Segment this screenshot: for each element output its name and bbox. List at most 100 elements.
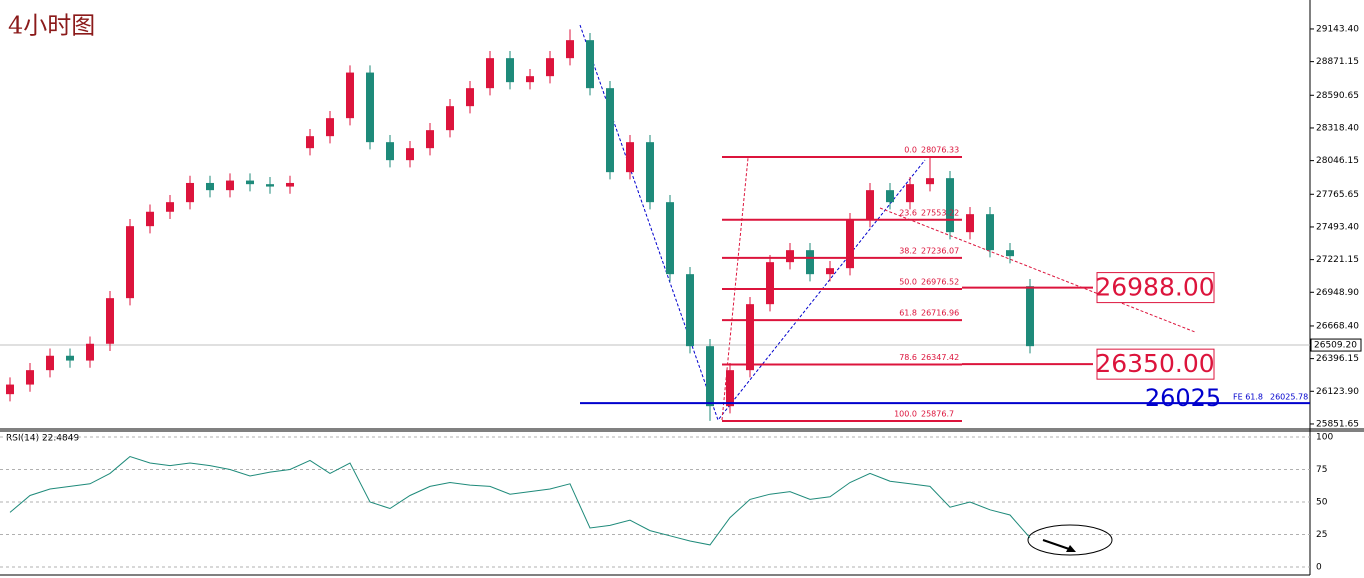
y-tick-label: 28318.40	[1316, 123, 1359, 133]
y-tick-label: 26668.40	[1316, 321, 1359, 331]
fib-price: 26716.96	[921, 309, 959, 318]
candle-body	[386, 142, 394, 161]
y-tick-label: 28871.15	[1316, 57, 1359, 67]
fe-name: FE 61.8	[1233, 393, 1263, 402]
fib-price: 26347.42	[921, 353, 959, 362]
fib-ratio: 0.0	[904, 146, 917, 155]
highlight-ellipse	[1027, 524, 1113, 556]
fib-ratio: 100.0	[894, 409, 917, 418]
target-box	[1096, 348, 1215, 380]
candle-body	[586, 40, 594, 89]
candle-body	[706, 346, 714, 407]
candle-body	[886, 190, 894, 203]
y-tick-label: 28590.65	[1316, 91, 1359, 101]
candle-body	[626, 142, 634, 173]
fe-value: 26025.78	[1270, 393, 1308, 402]
candle-body	[806, 250, 814, 275]
fib-ratio: 61.8	[899, 309, 917, 318]
trend-line	[879, 207, 1196, 333]
candle-body	[266, 184, 274, 187]
candle-body	[1006, 250, 1014, 257]
candle-body	[606, 88, 614, 173]
fib-price: 25876.7	[921, 409, 954, 418]
y-tick-label: 26123.90	[1316, 387, 1359, 397]
candle-body	[766, 262, 774, 305]
candle-body	[1026, 286, 1034, 347]
target-label: 26350.00	[1095, 349, 1214, 378]
y-tick-label: 27493.40	[1316, 222, 1359, 232]
y-tick-label: 25851.65	[1316, 419, 1359, 429]
y-tick-label: 25	[1316, 530, 1327, 540]
candle-body	[786, 250, 794, 263]
candle-body	[446, 106, 454, 131]
candle-body	[286, 182, 294, 187]
y-tick-label: 100	[1316, 433, 1333, 443]
candle-body	[26, 370, 34, 385]
candle-body	[726, 370, 734, 407]
candle-body	[86, 343, 94, 361]
arrow-head	[1066, 545, 1076, 552]
candle-body	[486, 58, 494, 89]
candle-body	[546, 58, 554, 77]
fib-ratio: 38.2	[899, 246, 917, 255]
target-box	[1096, 272, 1215, 304]
fib-price: 27553.22	[921, 208, 959, 217]
arrow	[1042, 539, 1073, 551]
candle-body	[406, 148, 414, 161]
fib-price: 28076.33	[921, 146, 959, 155]
candle-body	[126, 226, 134, 299]
fe-target: 26025	[1145, 384, 1221, 412]
fib-price: 27236.07	[921, 246, 959, 255]
candle-body	[146, 211, 154, 227]
candle-body	[646, 142, 654, 203]
y-tick-label: 27765.65	[1316, 190, 1359, 200]
candle-body	[166, 202, 174, 212]
candle-body	[106, 298, 114, 344]
candle-body	[6, 384, 14, 395]
indicator-title: RSI(14) 22.4849	[6, 434, 79, 444]
candle-body	[506, 58, 514, 83]
candle-body	[186, 182, 194, 203]
candle-body	[206, 182, 214, 191]
fib-ratio: 78.6	[899, 353, 917, 362]
candle-body	[866, 190, 874, 221]
current-price-label: 26509.20	[1314, 341, 1357, 351]
candle-body	[826, 268, 834, 275]
y-tick-label: 27221.15	[1316, 255, 1359, 265]
y-tick-label: 26396.15	[1316, 354, 1359, 364]
candle-body	[946, 178, 954, 233]
candle-body	[666, 202, 674, 275]
fib-price: 26976.52	[921, 277, 959, 286]
candle-body	[926, 178, 934, 185]
chart-title: 4小时图	[8, 12, 95, 40]
current-price-tag	[1310, 338, 1362, 352]
candle-body	[366, 72, 374, 143]
candle-body	[246, 180, 254, 185]
candle-body	[306, 136, 314, 149]
candle-body	[846, 220, 854, 269]
y-tick-label: 75	[1316, 465, 1327, 475]
candle-body	[986, 214, 994, 251]
y-tick-label: 50	[1316, 498, 1328, 508]
candle-body	[346, 72, 354, 119]
candle-body	[46, 355, 54, 371]
rsi-line	[9, 455, 1031, 546]
candle-body	[566, 40, 574, 59]
target-label: 26988.00	[1095, 273, 1214, 302]
candle-body	[226, 180, 234, 191]
candle-body	[466, 88, 474, 107]
y-tick-label: 29143.40	[1316, 24, 1359, 34]
y-tick-label: 26948.90	[1316, 288, 1359, 298]
candle-body	[326, 118, 334, 137]
candle-body	[746, 304, 754, 371]
y-tick-label: 0	[1316, 563, 1322, 573]
candle-body	[66, 355, 74, 361]
candle-body	[966, 214, 974, 233]
fib-ratio: 50.0	[899, 277, 917, 286]
candle-body	[686, 274, 694, 347]
candle-body	[906, 184, 914, 203]
candle-body	[426, 130, 434, 149]
y-tick-label: 28046.15	[1316, 156, 1359, 166]
fib-ratio: 23.6	[899, 208, 917, 217]
